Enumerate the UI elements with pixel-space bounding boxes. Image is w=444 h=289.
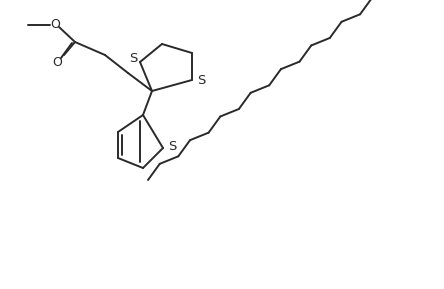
- Text: O: O: [52, 57, 62, 69]
- Text: O: O: [50, 18, 60, 32]
- Text: S: S: [197, 75, 205, 88]
- Text: S: S: [168, 140, 176, 153]
- Text: S: S: [129, 53, 137, 66]
